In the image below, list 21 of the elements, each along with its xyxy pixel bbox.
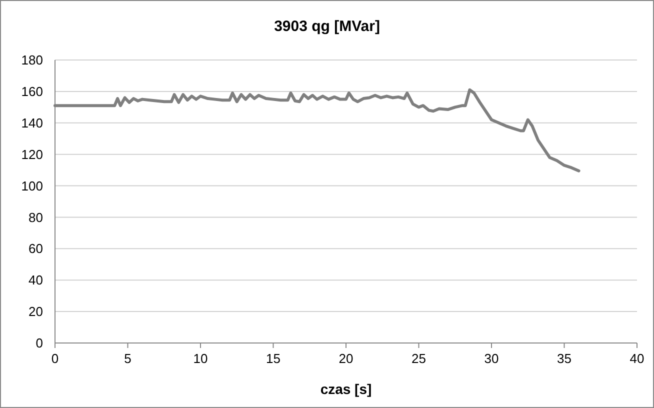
y-tick-label: 0	[36, 336, 43, 351]
chart-title: 3903 qg [MVar]	[274, 18, 380, 35]
y-tick-label: 20	[28, 304, 43, 320]
y-tick-label: 60	[28, 241, 43, 256]
y-tick-label: 40	[28, 272, 43, 288]
y-tick-label: 180	[21, 52, 43, 68]
x-tick-label: 30	[484, 351, 499, 366]
x-axis-title: czas [s]	[320, 381, 372, 397]
y-tick-label: 160	[21, 84, 43, 99]
x-tick-label: 40	[630, 351, 644, 366]
x-tick-label: 0	[51, 351, 59, 366]
y-tick-label: 100	[21, 178, 43, 194]
y-tick-label: 80	[28, 210, 43, 225]
x-tick-label: 35	[557, 351, 572, 366]
x-tick-label: 25	[412, 351, 426, 366]
x-tick-label: 20	[338, 351, 354, 366]
x-tick-label: 15	[266, 351, 280, 366]
y-tick-label: 140	[21, 115, 43, 130]
x-tick-label: 5	[124, 351, 132, 366]
y-tick-label: 120	[21, 146, 43, 162]
x-tick-label: 10	[193, 351, 208, 366]
